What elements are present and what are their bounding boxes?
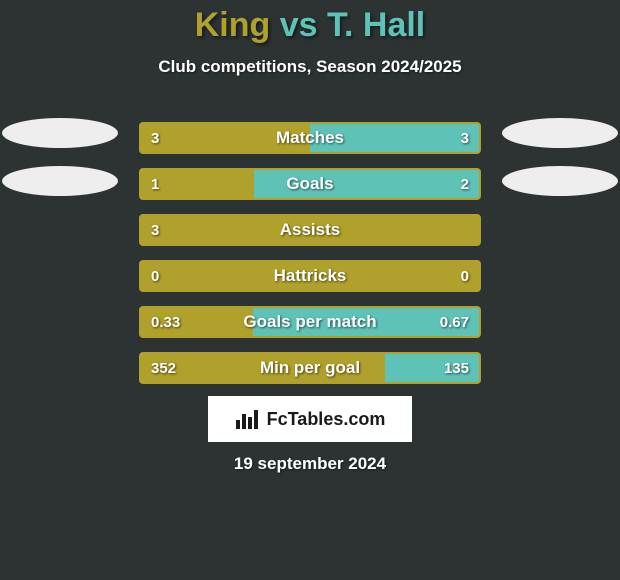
comparison-bars: 3Matches31Goals23Assists0Hattricks00.33G… [139,122,481,384]
player2-name: T. Hall [327,6,425,44]
player1-avatar-column [0,118,120,196]
stat-right-value: 3 [461,124,469,152]
stat-label: Hattricks [141,262,479,290]
stat-label: Assists [141,216,479,244]
stat-bar: 3Matches3 [139,122,481,154]
stat-right-value: 2 [461,170,469,198]
stat-label: Matches [141,124,479,152]
player1-avatar [2,118,118,148]
brand-text: FcTables.com [267,409,386,430]
player1-avatar [2,166,118,196]
player2-avatar [502,118,618,148]
subtitle: Club competitions, Season 2024/2025 [0,57,620,77]
stat-bar: 0Hattricks0 [139,260,481,292]
brand-badge: FcTables.com [208,396,412,442]
brand-icon [235,408,261,430]
stat-right-value: 135 [444,354,469,382]
stat-label: Goals [141,170,479,198]
date-line: 19 september 2024 [0,454,620,474]
stat-bar: 0.33Goals per match0.67 [139,306,481,338]
stat-label: Min per goal [141,354,479,382]
comparison-title: King vs T. Hall [0,0,620,45]
player2-avatar [502,166,618,196]
stat-right-value: 0.67 [440,308,469,336]
vs-separator: vs [270,6,327,44]
stat-bar: 352Min per goal135 [139,352,481,384]
stat-label: Goals per match [141,308,479,336]
stat-bar: 1Goals2 [139,168,481,200]
stat-right-value: 0 [461,262,469,290]
player2-avatar-column [500,118,620,196]
stat-bar: 3Assists [139,214,481,246]
player1-name: King [195,6,271,44]
